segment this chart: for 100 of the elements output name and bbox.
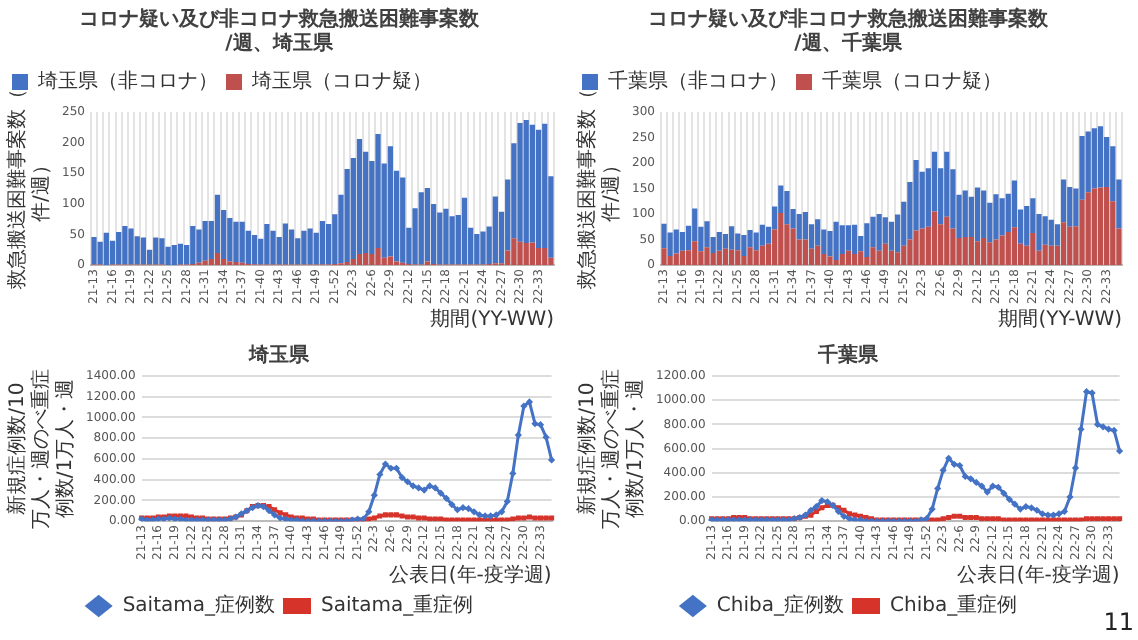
bar bbox=[109, 240, 116, 265]
bar bbox=[437, 212, 443, 265]
bar bbox=[251, 235, 258, 265]
legend-label: Saitama_重症例 bbox=[321, 593, 474, 618]
text: 11 bbox=[1103, 608, 1134, 636]
bar bbox=[716, 231, 722, 251]
x-axis-title: 公表日(年-疫学週) bbox=[388, 563, 552, 588]
bar bbox=[1060, 179, 1067, 223]
bar bbox=[239, 221, 245, 263]
bar bbox=[350, 259, 356, 266]
bar bbox=[661, 223, 667, 249]
bar bbox=[363, 252, 369, 266]
bar bbox=[282, 223, 289, 265]
bar bbox=[888, 250, 895, 266]
bar bbox=[870, 247, 876, 266]
bar bbox=[245, 230, 251, 264]
bar bbox=[1091, 188, 1097, 266]
bar bbox=[1104, 187, 1110, 266]
bar bbox=[295, 238, 301, 265]
bar bbox=[424, 187, 431, 262]
bar bbox=[845, 250, 852, 266]
bar bbox=[747, 229, 753, 248]
bar bbox=[981, 238, 987, 266]
bar bbox=[202, 221, 208, 261]
bar bbox=[993, 239, 999, 266]
bar bbox=[839, 253, 845, 266]
bar bbox=[1097, 126, 1104, 188]
bar bbox=[301, 230, 307, 265]
bar bbox=[1048, 245, 1054, 266]
bar bbox=[153, 237, 159, 265]
bar bbox=[968, 237, 974, 266]
bar bbox=[1054, 224, 1061, 246]
bar bbox=[944, 216, 950, 266]
bar bbox=[882, 243, 888, 266]
bar bbox=[529, 124, 536, 243]
bar bbox=[91, 236, 97, 265]
bar bbox=[735, 233, 741, 251]
bar bbox=[673, 253, 679, 266]
y-axis-title: 救急搬送困難事案数（件/週） bbox=[5, 88, 54, 291]
bar bbox=[1024, 205, 1030, 246]
bar bbox=[919, 228, 925, 266]
bar bbox=[400, 177, 406, 263]
chart-title: 埼玉県 bbox=[247, 343, 311, 368]
bar bbox=[784, 191, 790, 225]
bar bbox=[667, 255, 673, 266]
bar bbox=[387, 146, 393, 257]
bar bbox=[753, 232, 759, 251]
bar bbox=[288, 229, 295, 265]
bar bbox=[208, 259, 214, 266]
bar bbox=[901, 245, 907, 266]
bar bbox=[264, 224, 270, 265]
bar bbox=[319, 221, 326, 265]
bar bbox=[1042, 216, 1048, 245]
bar bbox=[704, 247, 710, 266]
y-axis-title: 新規症例数/10万人・週のべ重症例数/1万人・週 bbox=[575, 368, 648, 529]
bar bbox=[735, 250, 741, 266]
bar bbox=[159, 238, 165, 265]
bar bbox=[827, 256, 833, 266]
bar bbox=[535, 247, 542, 266]
x-axis-title: 公表日(年-疫学週) bbox=[956, 563, 1120, 588]
legend-label: 埼玉県（非コロナ） bbox=[36, 69, 218, 94]
bar bbox=[704, 221, 710, 248]
bar bbox=[171, 244, 177, 266]
bar bbox=[790, 228, 796, 266]
bar bbox=[864, 223, 870, 257]
bar bbox=[221, 259, 227, 266]
bar bbox=[858, 251, 864, 266]
chart-title: 千葉県 bbox=[816, 343, 880, 368]
chart-title: コロナ疑い及び非コロナ救急搬送困難事案数/週、埼玉県 bbox=[79, 7, 481, 56]
bar bbox=[876, 250, 882, 266]
bar bbox=[196, 229, 202, 263]
bar bbox=[802, 239, 808, 266]
bar bbox=[535, 129, 542, 248]
bar bbox=[523, 243, 529, 266]
bar bbox=[993, 194, 999, 240]
bar bbox=[661, 248, 667, 266]
bar bbox=[882, 217, 888, 244]
bar bbox=[692, 241, 698, 266]
bar bbox=[214, 252, 221, 266]
bar bbox=[97, 241, 103, 265]
bar bbox=[759, 224, 765, 246]
bar bbox=[134, 236, 140, 265]
legend-label: Saitama_症例数 bbox=[122, 593, 275, 618]
legend-label: Chiba_症例数 bbox=[716, 593, 845, 618]
bar bbox=[974, 187, 981, 242]
bar bbox=[128, 228, 134, 265]
bar bbox=[728, 249, 735, 266]
bar bbox=[542, 247, 548, 266]
bar bbox=[815, 219, 821, 246]
legend-label: 千葉県（非コロナ） bbox=[608, 69, 788, 94]
bar bbox=[962, 237, 968, 266]
bar bbox=[529, 242, 536, 266]
bar bbox=[962, 190, 968, 238]
bar bbox=[845, 225, 852, 251]
legend-label: 千葉県（コロナ疑） bbox=[822, 69, 1002, 94]
bar bbox=[461, 197, 468, 265]
bar bbox=[722, 248, 729, 266]
bar bbox=[851, 253, 858, 266]
chart-title: コロナ疑い及び非コロナ救急搬送困難事案数/週、千葉県 bbox=[648, 7, 1050, 56]
bar bbox=[981, 190, 987, 239]
